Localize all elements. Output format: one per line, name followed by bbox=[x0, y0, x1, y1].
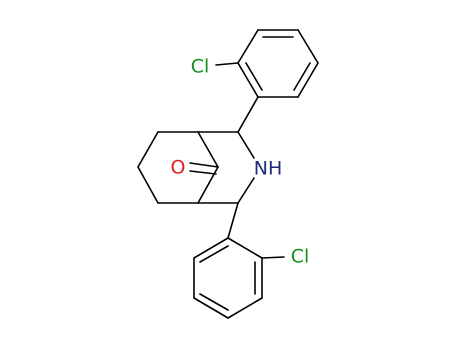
atom-label: Cl bbox=[291, 246, 310, 268]
bond bbox=[137, 131, 159, 168]
bond bbox=[237, 62, 259, 98]
bond bbox=[297, 29, 319, 64]
atom-label: Cl bbox=[191, 56, 210, 78]
bond bbox=[227, 297, 263, 319]
bond bbox=[227, 237, 263, 259]
bond bbox=[193, 237, 229, 259]
bond bbox=[215, 62, 239, 66]
bond bbox=[293, 62, 311, 91]
bond bbox=[261, 256, 285, 259]
bond bbox=[237, 29, 259, 64]
bonds bbox=[137, 29, 319, 319]
bond bbox=[199, 245, 229, 263]
bond bbox=[237, 96, 259, 133]
bond bbox=[237, 131, 255, 159]
bond bbox=[199, 293, 229, 311]
bond bbox=[227, 202, 239, 239]
bond bbox=[189, 170, 217, 175]
bond bbox=[297, 62, 319, 98]
bond bbox=[197, 131, 219, 168]
atom-label: O bbox=[171, 157, 186, 179]
bond bbox=[137, 166, 159, 204]
bond bbox=[189, 162, 219, 168]
bond bbox=[197, 166, 219, 204]
bond bbox=[193, 297, 229, 319]
bond bbox=[245, 62, 263, 91]
atom-label: NH bbox=[254, 158, 283, 180]
bond bbox=[237, 177, 255, 204]
